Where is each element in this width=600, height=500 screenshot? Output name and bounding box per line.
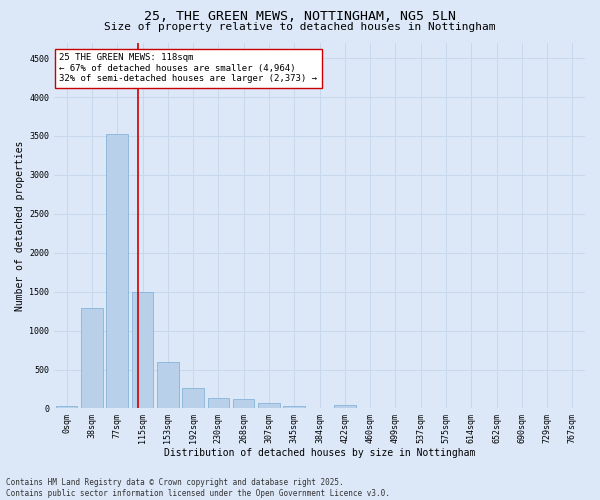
Bar xyxy=(208,398,229,408)
Bar xyxy=(258,403,280,408)
Bar xyxy=(334,406,356,408)
Text: 25, THE GREEN MEWS, NOTTINGHAM, NG5 5LN: 25, THE GREEN MEWS, NOTTINGHAM, NG5 5LN xyxy=(144,10,456,23)
Text: Contains HM Land Registry data © Crown copyright and database right 2025.
Contai: Contains HM Land Registry data © Crown c… xyxy=(6,478,390,498)
Bar xyxy=(132,292,153,408)
X-axis label: Distribution of detached houses by size in Nottingham: Distribution of detached houses by size … xyxy=(164,448,475,458)
Bar xyxy=(81,308,103,408)
Bar xyxy=(157,362,179,408)
Bar xyxy=(233,399,254,408)
Text: 25 THE GREEN MEWS: 118sqm
← 67% of detached houses are smaller (4,964)
32% of se: 25 THE GREEN MEWS: 118sqm ← 67% of detac… xyxy=(59,54,317,84)
Text: Size of property relative to detached houses in Nottingham: Size of property relative to detached ho… xyxy=(104,22,496,32)
Bar xyxy=(182,388,204,408)
Bar xyxy=(283,406,305,408)
Bar xyxy=(56,406,77,408)
Y-axis label: Number of detached properties: Number of detached properties xyxy=(15,140,25,310)
Bar xyxy=(106,134,128,408)
